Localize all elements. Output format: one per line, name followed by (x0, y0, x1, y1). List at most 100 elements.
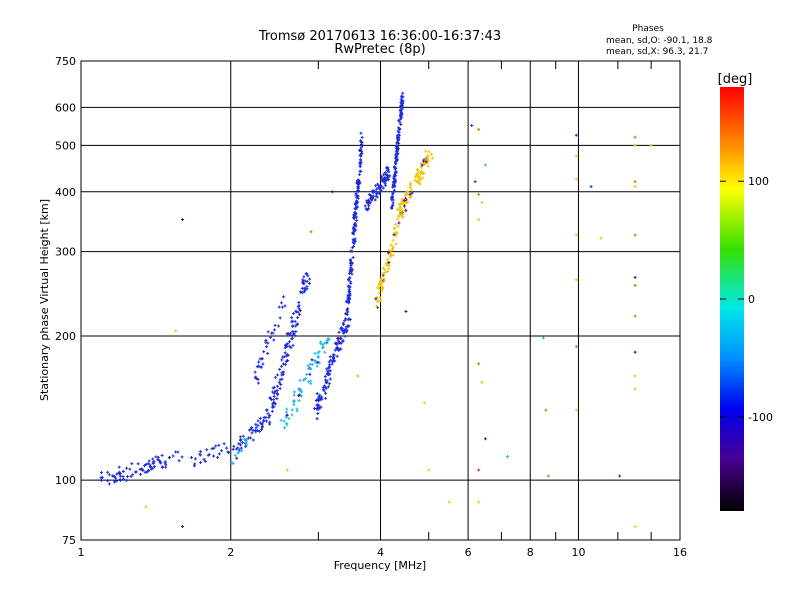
data-point (216, 455, 220, 459)
x-tick-label: 6 (465, 546, 472, 559)
data-point (272, 394, 276, 398)
data-point (133, 470, 137, 474)
data-point (352, 225, 356, 229)
data-point (399, 112, 403, 116)
data-point (400, 208, 404, 212)
data-point (275, 397, 279, 401)
data-point (304, 377, 308, 381)
data-point (206, 453, 210, 457)
data-point (377, 184, 381, 188)
data-point (219, 449, 223, 453)
data-point (300, 394, 304, 398)
data-point (348, 297, 352, 301)
data-point (392, 188, 396, 192)
colorbar-tick-label: 0 (748, 293, 755, 306)
data-point (256, 381, 260, 385)
data-point (379, 175, 383, 179)
data-point (355, 218, 359, 222)
data-point (273, 375, 277, 379)
data-point-sparse (546, 474, 550, 478)
data-point (280, 373, 284, 377)
data-point (352, 244, 356, 248)
data-point (353, 228, 357, 232)
data-point (307, 282, 311, 286)
data-point (418, 175, 422, 179)
data-point (286, 342, 290, 346)
data-point (398, 203, 402, 207)
data-point (393, 222, 397, 226)
data-point (121, 477, 125, 481)
data-point (389, 249, 393, 253)
data-point (240, 441, 244, 445)
data-point (377, 282, 381, 286)
data-point (391, 191, 395, 195)
data-point (249, 427, 253, 431)
data-point (349, 281, 353, 285)
data-point (397, 133, 401, 137)
data-point (326, 337, 330, 341)
data-point (397, 214, 401, 218)
data-point (348, 317, 352, 321)
data-point (398, 127, 402, 131)
y-tick-label: 750 (55, 55, 76, 68)
data-point (415, 167, 419, 171)
axis-ticks (317, 61, 652, 540)
data-point (394, 153, 398, 157)
data-point (422, 159, 426, 163)
data-point (315, 364, 319, 368)
data-point (275, 389, 279, 393)
data-point (268, 335, 272, 339)
data-point (382, 279, 386, 283)
data-point (130, 462, 134, 466)
data-point (378, 299, 382, 303)
data-point (264, 419, 268, 423)
data-point (163, 461, 167, 465)
data-point (240, 449, 244, 453)
data-point (367, 198, 371, 202)
data-point (326, 369, 330, 373)
data-point (336, 339, 340, 343)
data-point (279, 382, 283, 386)
data-point-sparse (144, 505, 148, 509)
data-point (349, 270, 353, 274)
data-point (377, 291, 381, 295)
data-point (397, 141, 401, 145)
data-point (305, 287, 309, 291)
data-point (323, 350, 327, 354)
data-point (283, 343, 287, 347)
data-point (253, 370, 257, 374)
data-point (396, 207, 400, 211)
data-point (282, 355, 286, 359)
data-point-sparse (574, 177, 578, 181)
data-point (266, 341, 270, 345)
data-point (347, 285, 351, 289)
data-point (399, 213, 403, 217)
data-point (136, 462, 140, 466)
data-point (296, 310, 300, 314)
data-point-sparse (633, 387, 637, 391)
data-point (353, 224, 357, 228)
data-point-sparse (477, 362, 481, 366)
data-point (177, 459, 181, 463)
data-point (318, 361, 322, 365)
data-point (198, 453, 202, 457)
data-point (284, 415, 288, 419)
data-point (347, 324, 351, 328)
data-point (367, 206, 371, 210)
data-point (386, 175, 390, 179)
data-point (245, 443, 249, 447)
data-point (112, 474, 116, 478)
data-point (324, 391, 328, 395)
data-point (381, 179, 385, 183)
data-point (278, 367, 282, 371)
data-point (290, 413, 294, 417)
data-point (107, 473, 111, 477)
data-point (399, 98, 403, 102)
data-point (217, 452, 221, 456)
data-point (404, 209, 408, 213)
data-point (151, 462, 155, 466)
data-point (291, 329, 295, 333)
data-point (237, 442, 241, 446)
x-tick-labels: 1 2 4 6 8 10 16 (78, 546, 688, 559)
